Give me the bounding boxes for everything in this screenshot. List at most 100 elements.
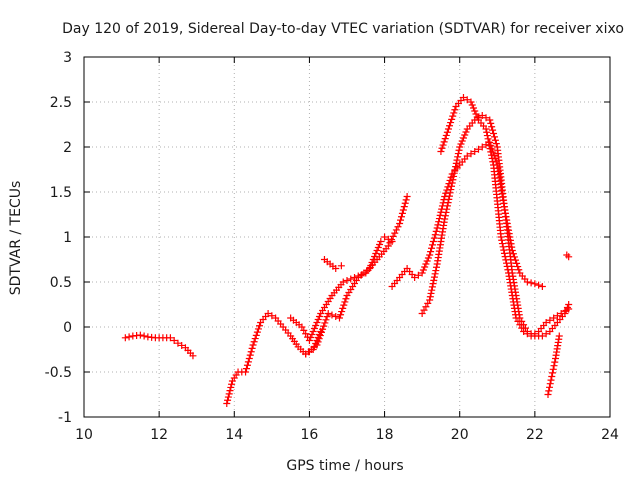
data-point [322,316,330,324]
data-point [444,199,452,207]
x-axis-label: GPS time / hours [286,458,403,474]
data-point [432,267,440,275]
data-point [433,224,441,232]
data-point [545,387,553,395]
data-point [454,150,462,158]
data-point [439,141,447,149]
data-point [448,179,456,187]
data-point [242,365,250,373]
grid [84,57,610,417]
data-point [427,289,435,297]
data-point [178,341,186,349]
data-point [397,213,405,221]
data-point [268,312,276,320]
data-point [497,233,505,241]
data-point [428,244,436,252]
data-point [451,166,459,174]
data-point [563,304,571,311]
data-point [307,334,315,341]
data-point [371,253,379,260]
data-point [310,325,318,332]
data-point [531,330,539,338]
data-point [549,365,557,373]
data-point [550,362,558,370]
data-point [485,141,493,149]
data-point [337,262,345,270]
data-point [551,358,559,366]
data-point [449,176,457,184]
data-point [315,335,323,343]
data-point [430,234,438,242]
data-point [426,251,434,259]
data-point [125,333,133,341]
data-point [463,96,471,104]
data-point [249,341,257,349]
data-point [225,390,233,398]
data-point [478,112,486,119]
data-point [242,368,250,376]
data-point [397,216,405,224]
data-point [228,380,236,388]
data-point [248,344,256,352]
data-point [445,192,453,200]
data-point [256,322,264,330]
data-point [332,313,340,320]
data-point [342,295,350,303]
data-point [542,319,550,326]
data-point [452,159,460,167]
data-point [347,275,355,283]
data-point [428,286,436,294]
data-point [459,94,467,101]
data-point [523,330,531,338]
data-point [367,262,375,269]
data-point [340,301,348,309]
data-point [447,186,455,194]
data-point [174,339,182,347]
data-point [244,358,252,366]
data-point [555,332,563,340]
data-point [314,338,322,346]
data-point [320,322,328,330]
data-point [305,337,313,344]
data-point [398,209,406,217]
data-point [501,253,509,261]
data-point [426,293,434,301]
data-point [426,296,434,304]
x-tick-label: 14 [225,427,243,443]
data-point [446,122,454,130]
data-point [377,238,385,245]
data-point [445,195,453,203]
data-point [489,126,497,134]
data-point [547,376,555,384]
data-point [457,140,465,148]
data-point [252,331,260,339]
data-point [140,332,148,340]
data-point [488,123,496,131]
data-point [366,265,374,272]
data-point [430,276,438,284]
data-point [535,281,543,289]
data-point [486,145,494,153]
data-point [245,355,253,362]
data-point [394,223,402,231]
data-point [467,150,475,158]
data-point [343,277,351,284]
y-tick-label: -1 [58,410,72,426]
y-tick-label: 2 [63,140,72,156]
x-tick-label: 20 [451,427,469,443]
data-point [462,128,470,136]
data-point [372,250,380,257]
x-tick-label: 22 [526,427,544,443]
data-point [472,110,480,118]
data-point [381,233,389,241]
data-point [440,138,448,146]
data-point [490,130,498,137]
data-point [391,229,399,237]
data-point [374,244,382,251]
data-point [498,240,506,248]
data-point [500,246,508,254]
x-tick-label: 10 [75,427,93,443]
data-point [338,308,346,316]
y-tick-label: 1 [63,230,72,246]
